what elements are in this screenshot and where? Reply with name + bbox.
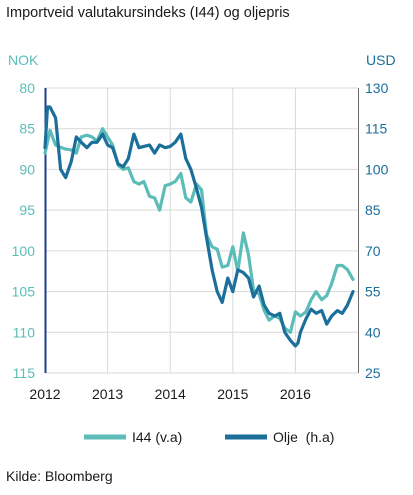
left-tick-label: 105 xyxy=(12,284,36,300)
left-tick-label: 85 xyxy=(19,121,35,137)
left-axis-label: NOK xyxy=(8,52,39,68)
right-tick-label: 115 xyxy=(365,121,388,137)
left-tick-label: 100 xyxy=(12,243,36,259)
right-tick-label: 70 xyxy=(365,243,381,259)
source-note: Kilde: Bloomberg xyxy=(6,468,113,484)
legend-label-i44: I44 (v.a) xyxy=(132,429,182,445)
right-axis-ticks: 130 115 100 85 70 55 40 25 xyxy=(365,80,389,381)
left-axis-ticks: 80 85 90 95 100 105 110 115 xyxy=(12,80,36,381)
x-tick-label: 2012 xyxy=(29,386,60,402)
x-axis-ticks: 2012 2013 2014 2015 2016 xyxy=(29,386,311,402)
right-axis-label: USD xyxy=(366,52,396,68)
x-tick-label: 2014 xyxy=(155,386,186,402)
series-line-olje xyxy=(43,105,355,348)
series-line-i44 xyxy=(43,127,355,334)
left-tick-label: 115 xyxy=(13,365,36,381)
left-tick-label: 95 xyxy=(19,202,35,218)
left-tick-label: 110 xyxy=(13,324,36,340)
left-tick-label: 90 xyxy=(19,161,35,177)
x-tick-label: 2015 xyxy=(217,386,248,402)
right-tick-label: 130 xyxy=(365,80,389,96)
gridlines xyxy=(44,87,358,374)
legend: I44 (v.a) Olje (h.a) xyxy=(84,429,334,445)
x-tick-label: 2016 xyxy=(280,386,311,402)
right-tick-label: 85 xyxy=(365,202,381,218)
right-tick-label: 40 xyxy=(365,324,381,340)
x-tick-label: 2013 xyxy=(92,386,123,402)
right-tick-label: 25 xyxy=(365,365,381,381)
right-tick-label: 100 xyxy=(365,161,389,177)
right-tick-label: 55 xyxy=(365,284,381,300)
left-tick-label: 80 xyxy=(19,80,35,96)
legend-label-olje: Olje (h.a) xyxy=(273,429,334,445)
chart-title: Importveid valutakursindeks (I44) og olj… xyxy=(6,5,290,21)
